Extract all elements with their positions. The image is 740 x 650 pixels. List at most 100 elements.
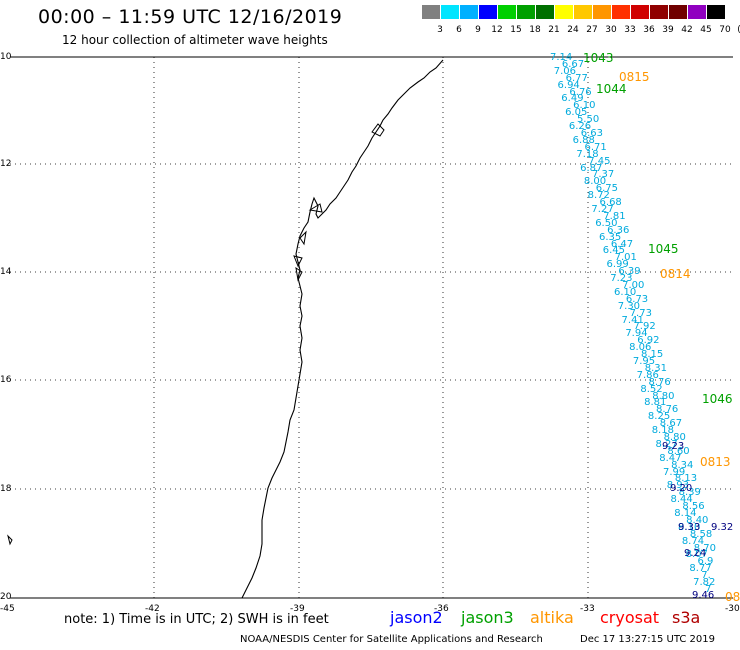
wave-height-value: 8.70 [693,542,716,554]
color-scale-label: 27 [586,25,598,35]
wave-height-value: 6.76 [569,86,592,98]
color-scale-label: 33 [624,25,636,35]
color-scale-label: 70 [719,25,731,35]
wave-height-value: 8.74 [681,535,705,547]
wave-height-value: 6.75 [595,183,619,195]
wave-height-value: 6.49 [561,93,584,105]
wave-height-value: 6.92 [637,335,660,347]
wave-height-value: 7 [705,584,712,595]
wave-height-value: 8.67 [659,418,683,430]
wave-height-value: 6.26 [568,121,592,133]
pass-time-1043: 1043 [583,51,614,65]
color-scale-label: 42 [681,25,693,35]
color-swatch [688,5,706,19]
wave-height-value: 8.93 [666,480,690,492]
wave-height-value: 8.40 [686,514,709,526]
wave-height-value: 6.35 [598,231,622,243]
coastline-detail [293,123,385,282]
wave-height-value: 8.31 [644,362,667,374]
latitude-label: 16 [0,375,12,385]
wave-height-value: 7.73 [629,307,652,319]
wave-height-value: 8.18 [651,425,674,437]
wave-height-value: 7.99 [662,466,686,478]
wave-height-value: 6.73 [625,293,649,305]
wave-height-value: 6.50 [595,217,618,229]
wave-height-value: 9.33 [678,522,701,533]
wave-height-value: 8.60 [667,445,690,457]
wave-height-value: 9.23 [662,441,685,452]
longitude-label: -33 [580,604,595,614]
wave-height-value: 6.99 [606,259,629,271]
wave-height-value: 8.10 [678,521,701,533]
color-scale-label: 24 [567,25,579,35]
coastline-island [7,534,13,546]
wave-height-value: 7.14 [550,52,573,63]
legend-cryosat: cryosat [600,608,660,627]
wave-height-value: 6.67 [561,58,585,70]
longitude-label: -39 [290,604,305,614]
wave-height-value: 8.80 [652,390,675,402]
wave-height-value: 8.72 [587,190,610,202]
wave-height-value: 8.07 [685,549,708,561]
color-scale-label: 6 [456,25,462,35]
wave-height-value: 8.00 [583,176,607,188]
wave-height-value: 7.18 [576,148,599,160]
pass-time-0813: 0813 [700,455,731,469]
wave-height-value: 9.24 [684,548,707,559]
longitude-label: -45 [0,604,15,614]
wave-height-value: 7.95 [632,356,656,367]
wave-height-value: 7.86 [636,369,659,381]
wave-height-value: 8.25 [647,411,671,423]
color-swatch [707,5,725,19]
wave-height-value: 6.39 [618,266,641,278]
color-scale-label: 15 [510,25,522,35]
legend-altika: altika [530,608,574,627]
wave-height-value: 7.30 [617,300,641,312]
wave-height-value: 8.06 [629,342,652,354]
graticule [10,57,733,598]
color-swatch [536,5,554,19]
wave-height-value: 7.81 [603,210,626,222]
legend-jason3: jason3 [461,608,514,627]
wave-height-value: 9.20 [670,483,693,494]
wave-height-value: 7.82 [693,577,716,589]
wave-height-value: 8.39 [678,487,701,499]
wave-height-value: 8.77 [689,563,712,575]
color-scale-label: 3 [437,25,443,35]
map-frame [10,56,733,599]
wave-height-value: 9.46 [692,590,715,601]
coastline-brazil [241,59,444,599]
wave-height-value: 6.63 [580,128,603,139]
wave-height-value: 8.15 [640,349,664,361]
pass-time-1045: 1045 [648,242,679,256]
color-swatch [612,5,630,19]
timestamp-text: Dec 17 13:27:15 UTC 2019 [580,634,715,645]
page-title: 00:00 – 11:59 UTC 12/16/2019 [38,6,343,28]
wave-height-value: 7.92 [633,321,656,333]
wave-height-value: 8.80 [663,432,686,443]
color-swatch [422,5,440,19]
wave-height-value: 8.34 [671,459,694,471]
wave-height-value: 7.45 [588,155,611,167]
wave-height-value: 7.27 [591,204,614,215]
credit-text: NOAA/NESDIS Center for Satellite Applica… [240,634,543,645]
color-scale-label: 36 [643,25,655,35]
latitude-label: 10 [0,52,12,62]
longitude-label: -30 [725,604,740,614]
wave-height-value: 6.47 [610,238,634,250]
color-swatch [669,5,687,19]
wave-height-value: 7.23 [610,273,633,285]
legend-jason2: jason2 [390,608,443,627]
wave-height-value: 8.56 [682,501,705,513]
color-swatch [460,5,478,19]
color-swatch [498,5,516,19]
color-swatch [555,5,573,19]
wave-height-value: 7.41 [621,314,644,326]
wave-height-value: 5.50 [576,114,600,126]
longitude-label: -42 [145,604,160,614]
color-swatch [650,5,668,19]
legend-s3a: s3a [672,608,701,627]
wave-height-value: 8.52 [640,383,663,395]
color-scale-label: 9 [475,25,481,35]
wave-height-value: 6.68 [599,197,622,209]
